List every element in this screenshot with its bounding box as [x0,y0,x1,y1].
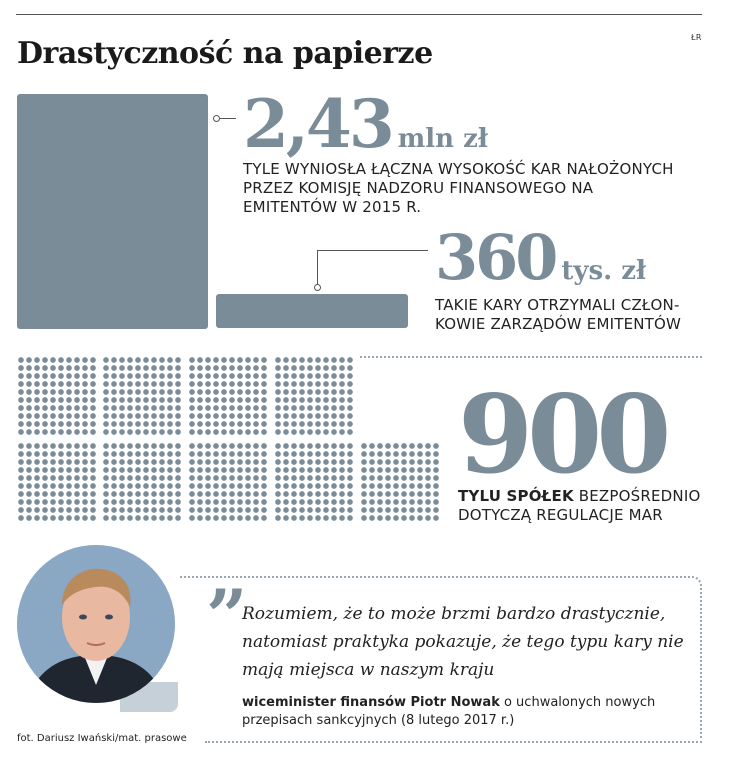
caption-line: TYLE WYNIOSŁA ŁĄCZNA WYSOKOŚĆ KAR NAŁOŻO… [243,160,674,178]
top-rule [16,14,702,15]
caption-line: TAKIE KARY OTRZYMALI CZŁON- [435,296,680,314]
caption-rest: BEZPOŚREDNIO [573,487,701,505]
dot-block [274,442,354,522]
portrait-photo [17,545,175,703]
stat-2-43-value: 2,43 [243,85,395,163]
dotted-separator [360,356,702,358]
stat-360: 360 tys. zł [435,222,646,307]
dot-block [188,356,268,436]
dot-block [360,442,440,522]
stat-900: 900 [458,380,671,490]
dot-block [188,442,268,522]
dot-block [17,442,97,522]
caption-line: PRZEZ KOMISJĘ NADZORU FINANSOWEGO NA [243,179,594,197]
caption-line: DOTYCZĄ REGULACJE MAR [458,506,663,524]
stat-2-43-unit: mln zł [397,124,488,154]
connector-dot-2 [314,284,321,291]
credit-dotted-line [205,741,702,743]
stat-900-caption: TYLU SPÓŁEK BEZPOŚREDNIO DOTYCZĄ REGULAC… [458,487,718,525]
stat-360-unit: tys. zł [561,256,647,286]
connector-dot-1 [213,115,220,122]
quote-source-detail: o uchwalonych nowych przepisach sankcyjn… [242,695,656,728]
stat-360-value: 360 [435,221,558,294]
page-title: Drastyczność na papierze [17,36,433,71]
author-tag: ŁR [690,33,702,42]
connector-line-2v [317,250,318,286]
connector-line-2h [317,250,428,251]
dot-block [17,356,97,436]
dot-block [102,356,182,436]
amount-bar-360 [216,294,408,328]
quote-text: Rozumiem, że to może brzmi bardzo drasty… [242,604,684,680]
stat-360-caption: TAKIE KARY OTRZYMALI CZŁON- KOWIE ZARZĄD… [435,296,715,334]
caption-bold: TYLU SPÓŁEK [458,487,574,505]
portrait-illustration [17,545,175,703]
quote-source: wiceminister finansów Piotr Nowak o uchw… [242,694,702,730]
stat-2-43: 2,43 mln zł [243,84,488,179]
connector-line-1 [218,118,236,119]
dot-block [274,356,354,436]
amount-square-2-43 [17,94,208,329]
stat-900-value: 900 [458,372,671,498]
caption-line: EMITENTÓW W 2015 R. [243,198,422,216]
dot-block [102,442,182,522]
photo-credit: fot. Dariusz Iwański/mat. prasowe [17,733,187,744]
quote-source-name: wiceminister finansów Piotr Nowak [242,695,500,710]
caption-line: KOWIE ZARZĄDÓW EMITENTÓW [435,315,682,333]
quote-mark-icon: ” [206,573,248,658]
stat-2-43-caption: TYLE WYNIOSŁA ŁĄCZNA WYSOKOŚĆ KAR NAŁOŻO… [243,160,713,217]
quote-frame [180,576,702,738]
